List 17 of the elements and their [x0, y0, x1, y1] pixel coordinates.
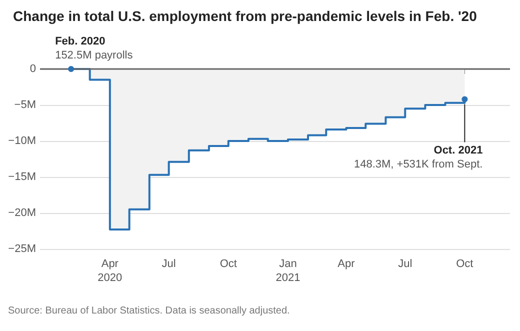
annotation: Oct. 2021 148.3M, +531K from Sept.	[354, 144, 483, 171]
y-tick-label: 0	[30, 63, 36, 75]
x-tick-label: Jul	[398, 258, 412, 270]
annotation: Feb. 2020 152.5M payrolls	[55, 36, 134, 62]
y-tick-label: −20M	[8, 207, 36, 219]
x-tick-label: Apr	[338, 258, 356, 270]
chart-title: Change in total U.S. employment from pre-pandemic levels in Feb. '20	[13, 8, 478, 24]
x-tick-label: Jul	[162, 258, 176, 270]
y-tick-label: −25M	[8, 243, 36, 255]
x-tick-label: Oct	[220, 258, 237, 270]
y-tick-label: −5M	[14, 99, 36, 111]
x-tick-label: Apr 2020	[98, 258, 122, 284]
x-tick-label: Jan 2021	[276, 258, 300, 284]
y-tick-label: −15M	[8, 171, 36, 183]
y-tick-label: −10M	[8, 135, 36, 147]
x-tick-label: Oct	[456, 258, 474, 270]
source-note: Source: Bureau of Labor Statistics. Data is seasonally adjusted.	[8, 306, 290, 316]
